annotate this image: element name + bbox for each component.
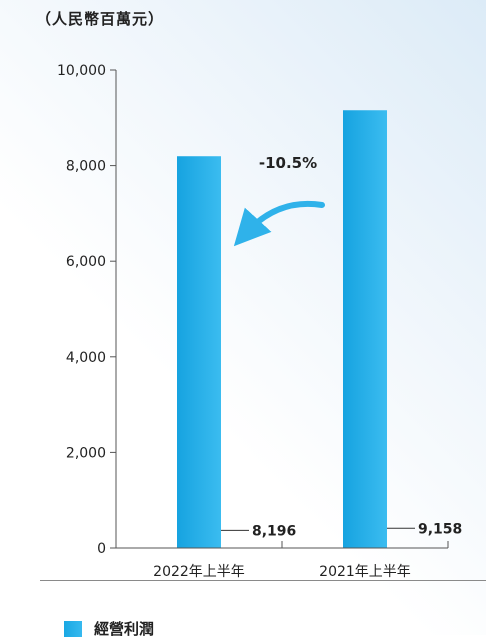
bottom-divider: [40, 580, 486, 581]
x-tick-label: 2022年上半年: [153, 564, 245, 580]
y-tick-label: 2,000: [66, 445, 106, 461]
legend-label: 經營利潤: [94, 620, 155, 638]
legend-swatch: [64, 620, 82, 637]
y-tick-label: 0: [97, 541, 106, 557]
bar-1: [177, 156, 221, 548]
x-tick-label: 2021年上半年: [319, 564, 411, 580]
y-tick-label: 6,000: [66, 254, 106, 270]
y-tick-label: 8,000: [66, 159, 106, 175]
y-tick-label: 10,000: [57, 63, 106, 79]
data-label: 8,196: [252, 523, 296, 539]
decrease-arrow-icon: [233, 200, 325, 247]
bar-2: [343, 110, 387, 549]
unit-label: （人民幣百萬元）: [36, 10, 165, 28]
data-label: 9,158: [418, 521, 462, 537]
legend: 經營利潤: [64, 618, 154, 639]
y-tick-label: 4,000: [66, 350, 106, 366]
change-annotation: -10.5%: [259, 154, 317, 172]
